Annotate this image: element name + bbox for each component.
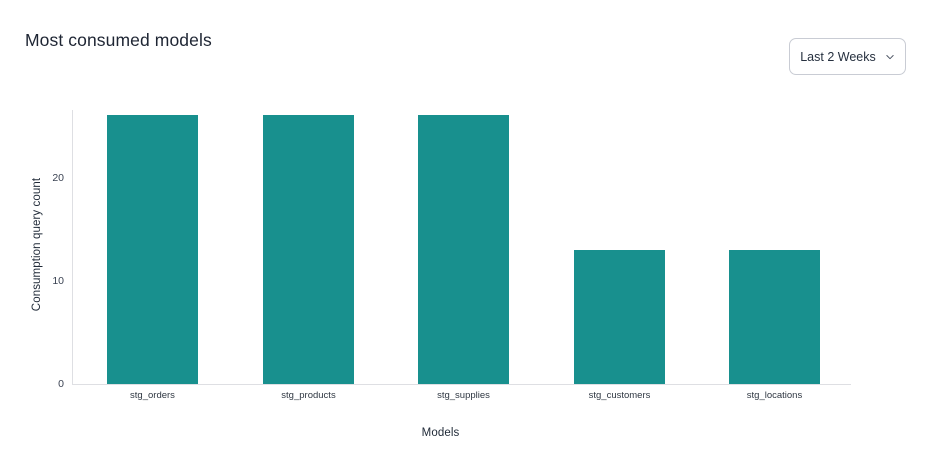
x-tick-label-stg-orders: stg_orders [130,390,175,401]
bars-area [73,110,851,384]
y-tick-label-20: 20 [52,172,64,184]
bar-stg-supplies[interactable] [418,115,509,384]
x-axis-ticks: stg_orders stg_products stg_supplies stg… [73,390,851,408]
bar-slot-stg-customers[interactable] [574,110,665,384]
bar-slot-stg-locations[interactable] [729,110,820,384]
x-tick-label-stg-locations: stg_locations [746,390,803,401]
x-tick-label-stg-customers: stg_customers [588,390,651,401]
page-title: Most consumed models [25,30,212,50]
bar-stg-customers[interactable] [574,249,665,384]
time-range-dropdown[interactable]: Last 2 Weeks [789,38,906,75]
chevron-down-icon [885,52,895,62]
x-axis-line [72,384,851,385]
x-axis-title-wrap: Models [0,427,935,439]
x-tick-label-stg-products: stg_products [281,390,336,401]
x-tick-label-stg-supplies: stg_supplies [437,390,490,401]
x-axis-title: Models [421,427,460,439]
y-tick-label-0: 0 [58,378,64,390]
bar-slot-stg-supplies[interactable] [418,110,509,384]
y-axis-ticks: 20 10 0 [0,0,64,471]
bar-slot-stg-products[interactable] [263,110,354,384]
bar-stg-products[interactable] [263,115,354,384]
y-axis-line [72,110,73,384]
bar-slot-stg-orders[interactable] [107,110,198,384]
time-range-dropdown-label: Last 2 Weeks [800,49,876,64]
bar-stg-locations[interactable] [729,249,820,384]
bar-stg-orders[interactable] [107,115,198,384]
y-tick-label-10: 10 [52,275,64,287]
chart-header: Most consumed models Last 2 Weeks [0,0,935,96]
